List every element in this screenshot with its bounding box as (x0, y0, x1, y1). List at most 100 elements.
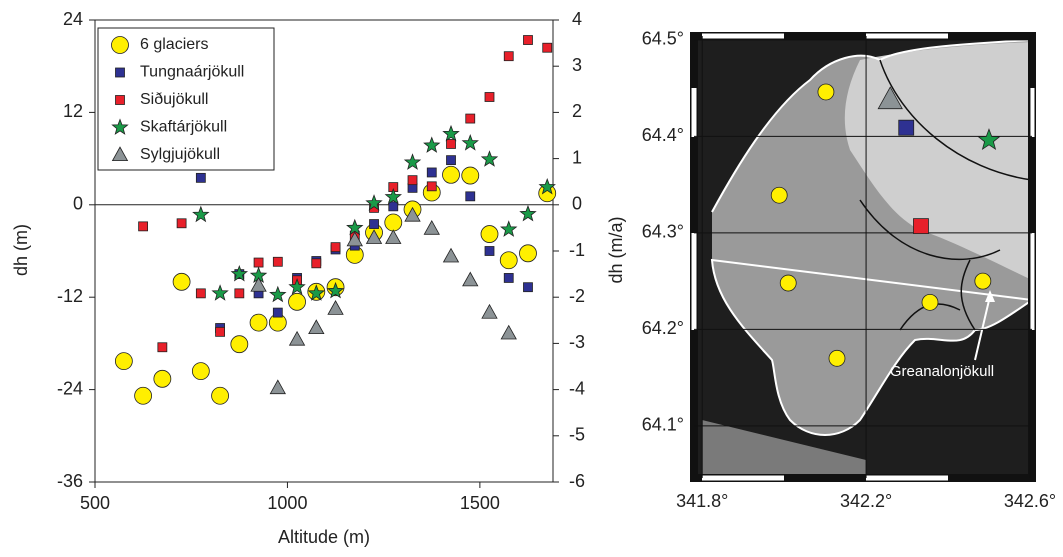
marker-square (523, 282, 533, 293)
marker-star (461, 134, 479, 151)
marker-square (484, 246, 495, 256)
marker-star (211, 284, 229, 301)
marker-triangle (327, 300, 344, 315)
marker-circle (249, 313, 268, 332)
marker-triangle (308, 319, 325, 335)
marker-square (407, 175, 418, 186)
marker-triangle (481, 303, 498, 319)
marker-square (465, 191, 476, 202)
marker-square (138, 221, 149, 232)
marker-triangle (877, 86, 903, 110)
marker-triangle (462, 271, 479, 287)
marker-square (272, 307, 283, 318)
marker-square (195, 288, 206, 299)
y-tick-label: 12 (63, 101, 83, 121)
marker-circle (779, 274, 797, 292)
y2-axis-label: dh (m/a) (606, 216, 626, 283)
annotation-arrow (974, 295, 991, 361)
legend-label: Skaftárjökull (140, 119, 227, 136)
marker-square (195, 172, 206, 183)
marker-star (307, 284, 325, 301)
ice-divides (859, 59, 1033, 331)
marker-circle (499, 251, 518, 270)
y-tick-label: 0 (73, 194, 83, 214)
marker-star (346, 218, 364, 236)
marker-square (446, 139, 456, 149)
marker-triangle (269, 379, 286, 395)
marker-square (898, 119, 915, 136)
marker-circle (817, 83, 835, 101)
marker-circle (442, 165, 460, 184)
marker-square (115, 95, 125, 105)
legend-box (97, 27, 275, 171)
marker-triangle (404, 206, 421, 222)
y2-tick-label: -6 (569, 471, 585, 491)
marker-square (503, 51, 514, 62)
marker-star (519, 204, 537, 222)
marker-square (253, 257, 264, 268)
marker-triangle (385, 229, 402, 244)
x-tick-label: 342.2° (840, 491, 892, 511)
marker-triangle (442, 247, 460, 263)
marker-circle (172, 272, 191, 291)
marker-star (365, 194, 383, 211)
y-tick-label: 64.5° (642, 29, 684, 49)
y2-tick-label: -2 (569, 286, 585, 306)
y-tick-label: 64.4° (642, 125, 684, 145)
marker-star (538, 177, 556, 195)
annotation: Greanalonjökull (890, 363, 994, 380)
map-frame-ticks (691, 33, 1035, 481)
y-tick-label: 64.2° (642, 318, 684, 338)
marker-star (326, 281, 345, 299)
marker-circle (134, 386, 153, 405)
marker-square (426, 167, 437, 178)
marker-star (111, 118, 129, 135)
legend-label: 6 glaciers (140, 36, 208, 53)
x-tick-label: 1500 (460, 493, 500, 513)
marker-triangle (365, 229, 383, 244)
marker-square (388, 201, 399, 212)
marker-square (542, 42, 553, 53)
y-tick-label: 24 (63, 9, 83, 29)
marker-square (446, 155, 456, 166)
marker-circle (191, 362, 210, 381)
marker-square (115, 67, 125, 78)
y-tick-label: 64.1° (642, 415, 684, 435)
marker-triangle (111, 146, 129, 162)
marker-circle (111, 36, 129, 54)
marker-square (215, 326, 225, 337)
marker-triangle (423, 219, 440, 235)
marker-square (913, 218, 929, 235)
marker-star (192, 205, 210, 223)
legend-label: Sylgjujökull (140, 146, 220, 163)
marker-square (484, 92, 495, 102)
marker-circle (288, 292, 306, 311)
marker-circle (828, 349, 846, 367)
y2-tick-label: 4 (572, 9, 582, 29)
marker-circle (211, 386, 229, 405)
y-tick-label: -12 (57, 286, 83, 306)
marker-square (176, 218, 187, 229)
marker-star (442, 124, 460, 142)
marker-star (269, 285, 287, 303)
marker-square (330, 242, 341, 253)
marker-star (977, 128, 1001, 151)
marker-triangle (346, 231, 363, 247)
marker-star (500, 220, 518, 237)
marker-star (384, 187, 402, 205)
legend-label: Tungnaárjökull (140, 64, 244, 81)
marker-circle (461, 166, 480, 185)
y2-tick-label: -5 (569, 425, 585, 445)
marker-square (523, 35, 533, 45)
y-tick-label: 64.3° (642, 222, 684, 242)
y-tick-label: -36 (57, 471, 83, 491)
marker-star (288, 278, 306, 295)
marker-star (480, 150, 499, 167)
marker-circle (114, 352, 133, 371)
no-data-area (702, 420, 866, 478)
marker-circle (770, 186, 788, 204)
marker-star (403, 153, 422, 170)
marker-star (423, 136, 441, 153)
